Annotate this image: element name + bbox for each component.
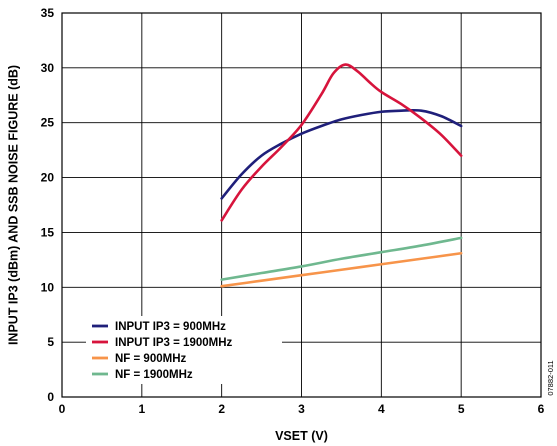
- x-axis-title: VSET (V): [275, 429, 328, 443]
- series-line-2: [220, 251, 463, 288]
- x-tick-labels: 0 1 2 3 4 5 6: [59, 402, 545, 416]
- plot-area-frame: [61, 12, 542, 398]
- x-tick-label-1: 1: [138, 402, 145, 416]
- y-tick-label-7: 35: [41, 6, 55, 20]
- legend-label-1: INPUT IP3 = 1900MHz: [115, 337, 233, 349]
- y-tick-label-4: 20: [41, 171, 55, 185]
- x-tick-label-0: 0: [59, 402, 66, 416]
- x-tick-label-4: 4: [378, 402, 385, 416]
- legend-label-2: NF = 900MHz: [115, 353, 187, 365]
- legend-label-3: NF = 1900MHz: [115, 369, 193, 381]
- y-axis-title: INPUT IP3 (dBm) AND SSB NOISE FIGURE (dB…: [6, 65, 20, 345]
- series-line-0: [220, 108, 463, 200]
- y-tick-label-6: 30: [41, 61, 55, 75]
- series-line-1: [220, 63, 463, 222]
- y-tick-label-1: 5: [47, 335, 54, 349]
- series-line-3: [220, 236, 463, 281]
- gridlines: [61, 12, 542, 398]
- y-tick-label-0: 0: [47, 390, 54, 404]
- y-tick-label-3: 15: [41, 225, 55, 239]
- x-tick-label-3: 3: [298, 402, 305, 416]
- series-lines: [220, 63, 463, 288]
- legend: INPUT IP3 = 900MHz INPUT IP3 = 1900MHz NF …: [86, 316, 282, 384]
- figure-id: 07882-011: [546, 360, 555, 395]
- x-tick-label-6: 6: [538, 402, 545, 416]
- x-tick-label-2: 2: [218, 402, 225, 416]
- y-tick-label-5: 25: [41, 116, 55, 130]
- legend-label-0: INPUT IP3 = 900MHz: [115, 321, 226, 333]
- x-tick-label-5: 5: [458, 402, 465, 416]
- y-tick-labels: 0 5 10 15 20 25 30 35: [41, 6, 55, 404]
- y-tick-label-2: 10: [41, 280, 55, 294]
- legend-box: [86, 316, 282, 384]
